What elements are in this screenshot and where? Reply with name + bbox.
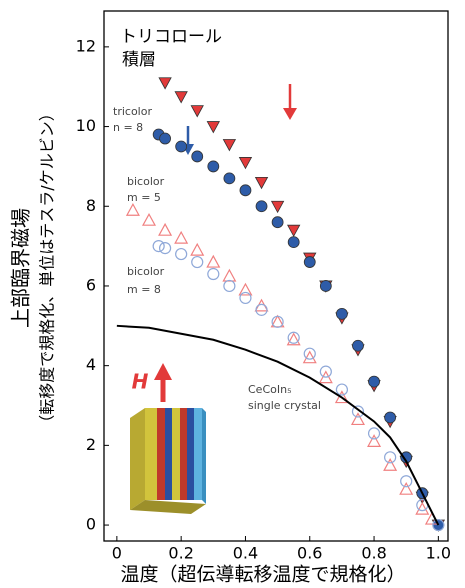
series-label: n = 8	[113, 121, 143, 134]
point	[176, 249, 187, 260]
x-tick-label: 0.4	[233, 544, 258, 563]
chart-title: トリコロール	[120, 27, 222, 47]
y-tick-label: 12	[76, 36, 96, 55]
y-tick-label: 8	[86, 196, 96, 215]
point	[239, 157, 251, 168]
point	[256, 304, 267, 315]
point	[240, 292, 251, 303]
series-label: tricolor	[113, 105, 152, 118]
point	[385, 412, 396, 423]
point	[191, 106, 203, 117]
point	[239, 284, 251, 295]
point	[207, 256, 219, 267]
point	[208, 161, 219, 172]
point	[223, 139, 235, 150]
x-tick-label: 0.6	[297, 544, 322, 563]
y-tick-label: 6	[86, 275, 96, 294]
point	[256, 201, 267, 212]
y-axis-label: 上部臨界磁場	[9, 208, 33, 328]
point	[192, 151, 203, 162]
y-tick-label: 4	[86, 355, 96, 374]
point	[176, 141, 187, 152]
point	[288, 237, 299, 248]
y-axis-label: （転移度で規格化、単位はテスラ/ケルビン）	[38, 105, 57, 430]
chart-title: 積層	[122, 50, 156, 70]
point	[272, 217, 283, 228]
y-tick-label: 0	[86, 515, 96, 534]
point	[385, 452, 396, 463]
point	[304, 257, 315, 268]
point	[336, 308, 347, 319]
x-tick-label: 0.8	[361, 544, 386, 563]
x-tick-label: 0	[112, 544, 122, 563]
point	[256, 177, 268, 188]
chart: H 温度（超伝導転移温度で規格化） 0 0.2 0.4 0.6 0.8 1.0 0 2 4 6 8 1…	[0, 0, 465, 588]
point	[256, 300, 268, 311]
point	[352, 340, 363, 351]
x-tick-label: 0.2	[168, 544, 193, 563]
point	[336, 384, 347, 395]
point	[288, 225, 300, 236]
point	[175, 232, 187, 243]
series-label: CeCoIn₅	[248, 383, 291, 396]
y-tick-label: 2	[86, 435, 96, 454]
x-axis-label: 温度（超伝導転移温度で規格化）	[120, 564, 405, 586]
point	[175, 92, 187, 103]
red-arrow	[283, 84, 297, 120]
point	[159, 78, 171, 89]
point	[143, 214, 155, 225]
point	[159, 224, 171, 235]
point	[192, 257, 203, 268]
point	[191, 244, 203, 255]
series-label: m = 5	[127, 191, 161, 204]
series-label: single crystal	[248, 399, 321, 412]
point	[272, 201, 284, 212]
point	[304, 348, 315, 359]
point	[223, 270, 235, 281]
point	[207, 122, 219, 133]
point	[160, 243, 171, 254]
point	[127, 204, 139, 215]
point	[153, 241, 164, 252]
point	[240, 185, 251, 196]
point	[401, 476, 412, 487]
series-label: bicolor	[127, 265, 165, 278]
icon-label: H	[132, 370, 149, 394]
point	[320, 280, 331, 291]
x-tick-label: 1.0	[426, 544, 451, 563]
point	[208, 269, 219, 280]
point	[224, 280, 235, 291]
y-tick-label: 10	[76, 116, 96, 135]
point	[224, 173, 235, 184]
point	[369, 376, 380, 387]
series-label: bicolor	[127, 175, 165, 188]
series-label: m = 8	[127, 283, 161, 296]
point	[160, 133, 171, 144]
point	[369, 428, 380, 439]
